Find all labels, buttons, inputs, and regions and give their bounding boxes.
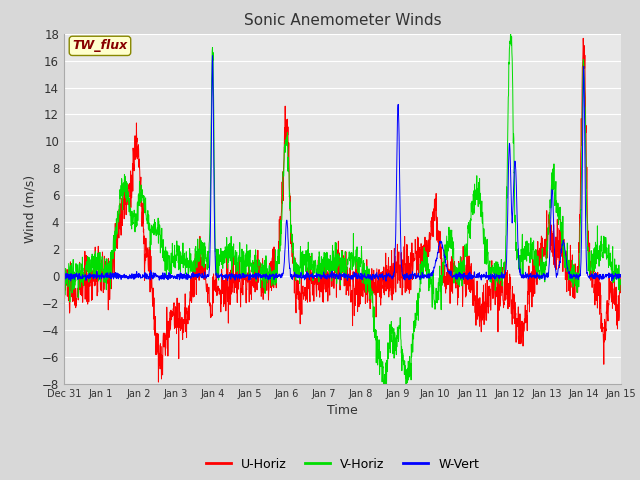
U-Horiz [331, 260, 339, 265]
W-Vert [60, 276, 68, 281]
W-Vert [499, 271, 507, 276]
Legend: U-Horiz, V-Horiz, W-Vert: U-Horiz, V-Horiz, W-Vert [201, 453, 484, 476]
W-Vert [602, 273, 609, 278]
V-Horiz [602, 235, 609, 240]
V-Horiz [617, 282, 625, 288]
Line: U-Horiz: U-Horiz [64, 38, 621, 382]
U-Horiz [579, 36, 587, 41]
W-Vert [617, 274, 625, 280]
V-Horiz [316, 270, 324, 276]
U-Horiz [499, 288, 506, 294]
Y-axis label: Wind (m/s): Wind (m/s) [23, 175, 36, 243]
W-Vert [601, 273, 609, 279]
Title: Sonic Anemometer Winds: Sonic Anemometer Winds [244, 13, 441, 28]
V-Horiz [499, 270, 506, 276]
U-Horiz [155, 379, 163, 385]
V-Horiz [601, 251, 609, 256]
V-Horiz [88, 258, 96, 264]
W-Vert [209, 53, 216, 59]
W-Vert [88, 272, 96, 278]
U-Horiz [316, 288, 324, 294]
U-Horiz [601, 328, 609, 334]
V-Horiz [507, 31, 515, 36]
V-Horiz [381, 396, 388, 401]
W-Vert [382, 278, 390, 284]
U-Horiz [617, 272, 625, 277]
Line: W-Vert: W-Vert [64, 56, 621, 281]
Text: TW_flux: TW_flux [72, 39, 127, 52]
U-Horiz [602, 319, 609, 325]
Line: V-Horiz: V-Horiz [64, 34, 621, 398]
W-Vert [331, 275, 339, 280]
W-Vert [316, 272, 324, 278]
U-Horiz [88, 285, 96, 290]
V-Horiz [60, 266, 68, 272]
U-Horiz [60, 261, 68, 266]
V-Horiz [331, 267, 339, 273]
X-axis label: Time: Time [327, 405, 358, 418]
